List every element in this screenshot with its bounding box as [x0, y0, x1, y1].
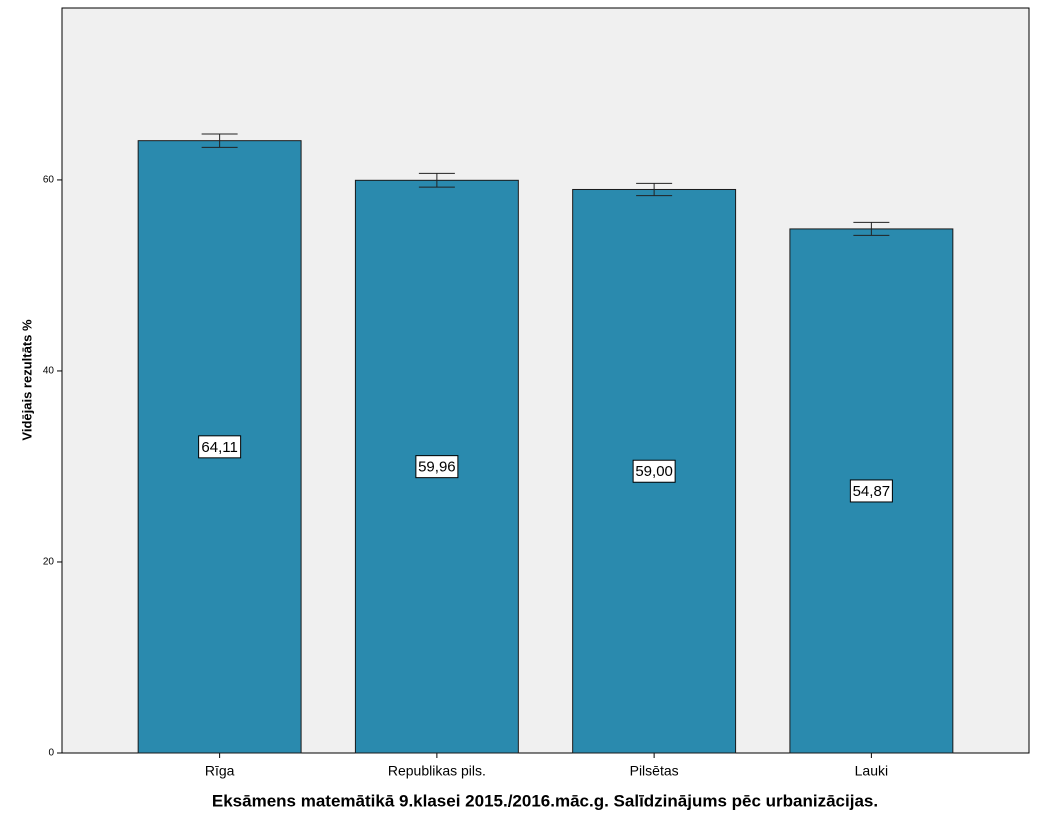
x-tick-label: Lauki — [855, 763, 888, 779]
value-label-box — [849, 479, 893, 503]
value-label-box — [632, 459, 676, 483]
chart-title: Eksāmens matemātikā 9.klasei 2015./2016.… — [212, 791, 878, 810]
value-label: 64,11 — [201, 439, 237, 456]
y-tick-label: 40 — [43, 366, 55, 377]
value-label: 59,00 — [635, 463, 673, 480]
y-tick-label: 20 — [43, 557, 55, 568]
x-tick-label: Rīga — [205, 763, 235, 779]
x-tick-label: Pilsētas — [630, 763, 679, 779]
value-label-box — [415, 455, 459, 479]
value-label: 59,96 — [418, 459, 456, 476]
y-axis-label: Vidējais rezultāts % — [19, 319, 34, 441]
y-tick-label: 60 — [43, 175, 55, 186]
y-tick-label: 0 — [48, 748, 54, 759]
value-label: 54,87 — [853, 483, 891, 500]
x-tick-label: Republikas pils. — [388, 763, 486, 779]
value-label-box — [198, 435, 242, 459]
